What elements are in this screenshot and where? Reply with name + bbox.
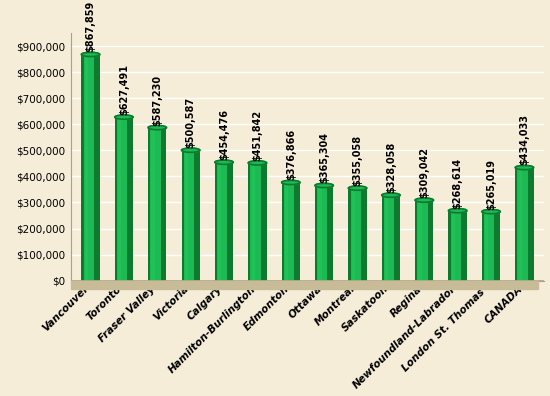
Bar [484,211,494,281]
Bar [450,211,461,281]
Bar [248,163,250,281]
Bar [217,162,227,281]
Ellipse shape [482,209,500,214]
Bar [194,150,200,281]
Bar [419,200,422,281]
Bar [227,162,233,281]
Bar [384,195,394,281]
Bar [251,163,255,281]
Bar [417,200,427,281]
Bar [70,281,538,289]
Bar [294,183,300,281]
Bar [327,185,333,281]
Ellipse shape [182,148,200,152]
Bar [161,128,167,281]
Bar [452,211,455,281]
Bar [94,54,100,281]
Bar [518,168,527,281]
Bar [182,150,184,281]
Bar [382,195,384,281]
Bar [482,211,484,281]
Bar [215,162,217,281]
Ellipse shape [348,186,367,190]
Bar [150,128,161,281]
Bar [127,117,133,281]
Bar [282,183,284,281]
Text: $500,587: $500,587 [186,97,196,148]
Ellipse shape [115,115,133,119]
Text: $365,304: $365,304 [319,132,329,183]
Bar [315,185,317,281]
Text: $376,866: $376,866 [286,129,296,180]
Bar [527,168,533,281]
Text: $328,058: $328,058 [386,142,396,193]
Bar [284,183,294,281]
Bar [485,211,488,281]
Bar [361,188,367,281]
Bar [261,163,267,281]
Bar [519,168,522,281]
Bar [118,117,122,281]
Bar [250,163,261,281]
Bar [427,200,433,281]
Ellipse shape [148,126,167,130]
Ellipse shape [248,161,267,165]
Ellipse shape [382,193,400,197]
Bar [148,128,150,281]
Bar [317,185,327,281]
Bar [515,168,518,281]
Bar [385,195,388,281]
Bar [415,200,417,281]
Bar [151,128,155,281]
Ellipse shape [415,198,433,202]
Bar [218,162,222,281]
Text: $265,019: $265,019 [486,158,496,209]
Bar [351,188,355,281]
Bar [494,211,500,281]
Text: $309,042: $309,042 [419,147,430,198]
Ellipse shape [515,166,534,169]
Ellipse shape [315,183,333,188]
Bar [285,183,288,281]
Bar [117,117,127,281]
Bar [394,195,400,281]
Bar [350,188,361,281]
Text: $627,491: $627,491 [119,64,129,115]
Text: $454,476: $454,476 [219,109,229,160]
Ellipse shape [215,160,233,164]
Ellipse shape [282,180,300,185]
Bar [81,54,84,281]
Ellipse shape [81,52,100,57]
Bar [461,211,467,281]
Ellipse shape [448,209,467,213]
Text: $867,859: $867,859 [86,1,96,52]
Bar [84,54,94,281]
Text: $451,842: $451,842 [252,110,262,161]
Bar [318,185,322,281]
Bar [348,188,350,281]
Text: $268,614: $268,614 [453,158,463,209]
Text: $434,033: $434,033 [519,114,530,166]
Bar [85,54,88,281]
Bar [184,150,194,281]
Bar [115,117,117,281]
Text: $355,058: $355,058 [353,135,362,186]
Bar [185,150,188,281]
Bar [448,211,450,281]
Text: $587,230: $587,230 [152,74,162,126]
